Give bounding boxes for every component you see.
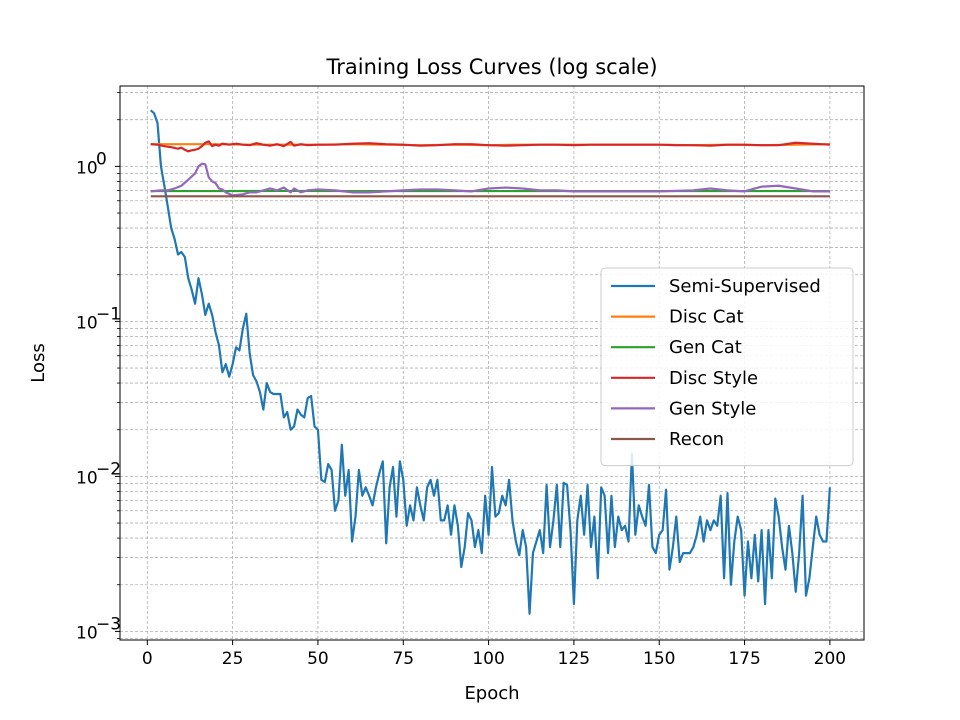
legend-label-gen-cat: Gen Cat: [669, 337, 742, 358]
legend-label-disc-cat: Disc Cat: [669, 307, 744, 328]
y-tick-label: 10: [76, 623, 98, 643]
x-tick-label: 25: [222, 649, 244, 669]
y-tick-exponent: −2: [96, 459, 121, 479]
x-tick-label: 125: [558, 649, 590, 669]
x-tick-label: 150: [643, 649, 675, 669]
series-line-semi-supervised: [149, 109, 831, 615]
legend: Semi-Supervised Disc Cat Gen Cat Disc Style…: [600, 267, 854, 467]
legend-box: [600, 267, 854, 467]
x-tick-label: 75: [392, 649, 414, 669]
legend-label-gen-style: Gen Style: [669, 398, 756, 419]
series-line-gen-style: [150, 162, 830, 197]
x-tick-label: 50: [307, 649, 329, 669]
series-line-disc-style: [150, 140, 830, 153]
x-tick-label: 175: [728, 649, 760, 669]
chart-title: Training Loss Curves (log scale): [325, 55, 657, 79]
legend-label-disc-style: Disc Style: [669, 368, 758, 389]
y-tick-exponent: −3: [96, 614, 121, 634]
legend-label-semi-supervised: Semi-Supervised: [669, 276, 821, 297]
x-tick-label: 200: [814, 649, 846, 669]
y-tick-label: 10: [76, 468, 98, 488]
y-axis-label: Loss: [28, 343, 49, 382]
x-axis: 0 25 50 75 100 125 150 175 200: [142, 640, 846, 669]
y-tick-exponent: 0: [96, 149, 107, 169]
axes-frame: [119, 85, 865, 641]
x-tick-label: 100: [472, 649, 504, 669]
y-tick-label: 10: [76, 158, 98, 178]
y-tick-exponent: −1: [96, 304, 121, 324]
x-axis-label: Epoch: [464, 683, 519, 704]
series-lines: [149, 109, 831, 615]
y-tick-label: 10: [76, 313, 98, 333]
x-tick-label: 0: [142, 649, 153, 669]
legend-label-recon: Recon: [669, 429, 724, 450]
